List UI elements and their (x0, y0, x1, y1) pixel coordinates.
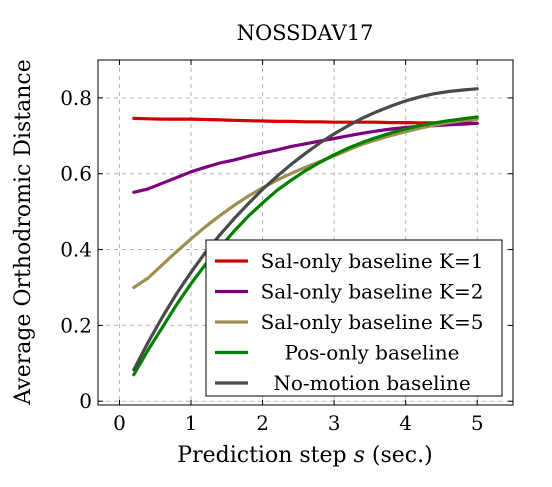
y-tick-label: 0.6 (60, 162, 92, 186)
series-line-4 (132, 115, 479, 377)
series-line-3 (132, 117, 479, 290)
x-axis-label-var: s (354, 443, 365, 468)
series-line-5 (132, 87, 479, 372)
y-tick-label: 0 (79, 389, 92, 413)
y-tick-label: 0.2 (60, 313, 92, 337)
plot-frame (97, 59, 514, 406)
x-tick-label: 1 (185, 411, 198, 435)
y-axis-label: Average Orthodromic Distance (11, 59, 36, 405)
axis-ticks: 0 1 2 3 4 5 0 0.2 0.4 0.6 0.8 (60, 60, 513, 435)
x-tick-label: 4 (399, 411, 412, 435)
chart-title: NOSSDAV17 (237, 21, 374, 45)
y-tick-label: 0.4 (60, 238, 92, 262)
x-axis-label-prefix: Prediction step (177, 443, 353, 468)
legend-label-3: Sal-only baseline K=5 (261, 310, 484, 334)
legend-box (205, 239, 503, 397)
y-tick-label: 0.8 (60, 86, 92, 110)
x-tick-label: 3 (328, 411, 341, 435)
x-tick-label: 0 (113, 411, 126, 435)
legend-label-1: Sal-only baseline K=1 (261, 249, 484, 273)
x-tick-label: 5 (471, 411, 484, 435)
legend-label-4: Pos-only baseline (284, 341, 459, 365)
series-lines (132, 87, 479, 377)
series-line-1 (132, 116, 479, 125)
legend: Sal-only baseline K=1 Sal-only baseline K… (205, 239, 503, 397)
x-axis-label: Prediction step s (sec.) (177, 443, 432, 468)
series-line-2 (132, 121, 479, 194)
legend-label-5: No-motion baseline (273, 371, 470, 395)
x-tick-label: 2 (256, 411, 269, 435)
x-axis-label-suffix: (sec.) (365, 443, 433, 468)
legend-label-2: Sal-only baseline K=2 (261, 280, 484, 304)
